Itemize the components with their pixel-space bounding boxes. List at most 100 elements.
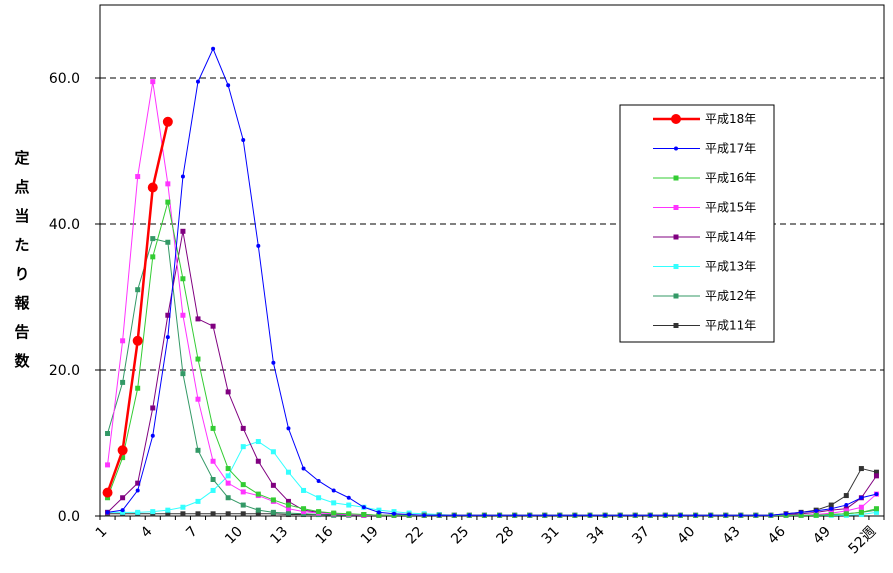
data-point	[829, 506, 834, 511]
data-point	[135, 480, 141, 486]
data-point	[316, 495, 322, 501]
x-tick-label: 37	[629, 524, 653, 548]
data-point	[301, 466, 306, 471]
data-point	[255, 507, 261, 513]
data-point	[633, 513, 638, 518]
data-point	[873, 473, 879, 479]
data-point	[240, 489, 246, 495]
legend-item: 平成17年	[653, 142, 756, 156]
data-point	[346, 502, 352, 508]
data-point	[331, 510, 337, 516]
y-tick-label: 0.0	[58, 509, 80, 525]
data-point	[120, 508, 125, 513]
data-point	[255, 511, 261, 517]
data-point	[195, 316, 201, 322]
data-point	[316, 478, 321, 483]
data-point	[255, 491, 261, 497]
x-tick-label: 52週	[845, 524, 879, 558]
data-point	[120, 509, 126, 515]
data-point	[708, 513, 713, 518]
series-path	[107, 440, 877, 516]
data-point	[346, 511, 352, 517]
data-point	[828, 502, 834, 508]
legend-item: 平成15年	[653, 201, 756, 215]
data-point	[843, 493, 849, 499]
data-point	[603, 513, 608, 518]
data-point	[557, 513, 562, 518]
data-point	[437, 513, 442, 518]
legend-label: 平成11年	[705, 319, 756, 333]
data-point	[346, 495, 351, 500]
data-point	[674, 146, 678, 151]
data-point	[180, 312, 186, 318]
data-point	[497, 513, 502, 518]
data-point	[542, 513, 547, 518]
y-tick-label: 60.0	[49, 71, 80, 87]
data-point	[210, 425, 216, 431]
data-point	[873, 469, 879, 475]
data-point	[135, 385, 141, 391]
legend-label: 平成12年	[705, 289, 756, 303]
data-point	[671, 114, 681, 124]
data-point	[301, 509, 307, 515]
data-point	[270, 497, 276, 503]
data-point	[285, 498, 291, 504]
data-point	[105, 431, 111, 437]
data-point	[844, 503, 849, 508]
data-point	[180, 174, 185, 179]
x-tick-label: 4	[138, 523, 156, 541]
data-point	[165, 511, 171, 517]
data-point	[135, 287, 141, 293]
data-point	[135, 509, 141, 515]
data-point	[225, 466, 231, 472]
x-tick-label: 10	[222, 524, 246, 548]
data-point	[210, 511, 216, 517]
data-point	[271, 360, 276, 365]
data-point	[225, 511, 231, 517]
data-point	[843, 508, 849, 514]
series-line	[102, 116, 173, 498]
x-tick-label: 19	[358, 524, 382, 548]
data-point	[120, 379, 126, 385]
data-point	[738, 513, 743, 518]
data-point	[392, 511, 396, 516]
x-tick-label: 34	[584, 523, 608, 547]
legend-item: 平成12年	[653, 289, 756, 303]
legend-label: 平成14年	[705, 230, 756, 244]
x-tick-label: 40	[674, 524, 698, 548]
data-point	[117, 445, 128, 456]
data-point	[180, 371, 186, 377]
data-point	[195, 356, 201, 362]
legend-item: 平成11年	[653, 319, 756, 333]
data-point	[105, 510, 110, 515]
data-point	[663, 513, 668, 518]
data-point	[376, 507, 382, 513]
data-point	[225, 480, 231, 486]
data-point	[467, 513, 472, 518]
data-point	[512, 513, 517, 518]
data-point	[210, 458, 216, 464]
series-lines	[102, 46, 879, 518]
data-point	[285, 506, 291, 512]
data-point	[210, 323, 216, 329]
data-point	[225, 473, 231, 479]
data-point	[240, 444, 246, 450]
legend-label: 平成18年	[705, 112, 756, 126]
data-point	[240, 425, 246, 431]
data-point	[105, 462, 111, 468]
data-point	[768, 513, 773, 518]
data-point	[859, 495, 864, 500]
x-tick-label: 16	[313, 523, 337, 547]
data-point	[165, 239, 171, 245]
data-point	[693, 513, 698, 518]
y-axis-ticks: 0.0 20.0 40.0 60.0	[49, 71, 100, 525]
data-point	[422, 513, 427, 518]
data-point	[195, 447, 201, 453]
data-point	[873, 506, 879, 512]
data-point	[482, 513, 487, 518]
data-point	[285, 510, 291, 516]
data-point	[673, 293, 679, 299]
legend-label: 平成16年	[705, 171, 756, 185]
